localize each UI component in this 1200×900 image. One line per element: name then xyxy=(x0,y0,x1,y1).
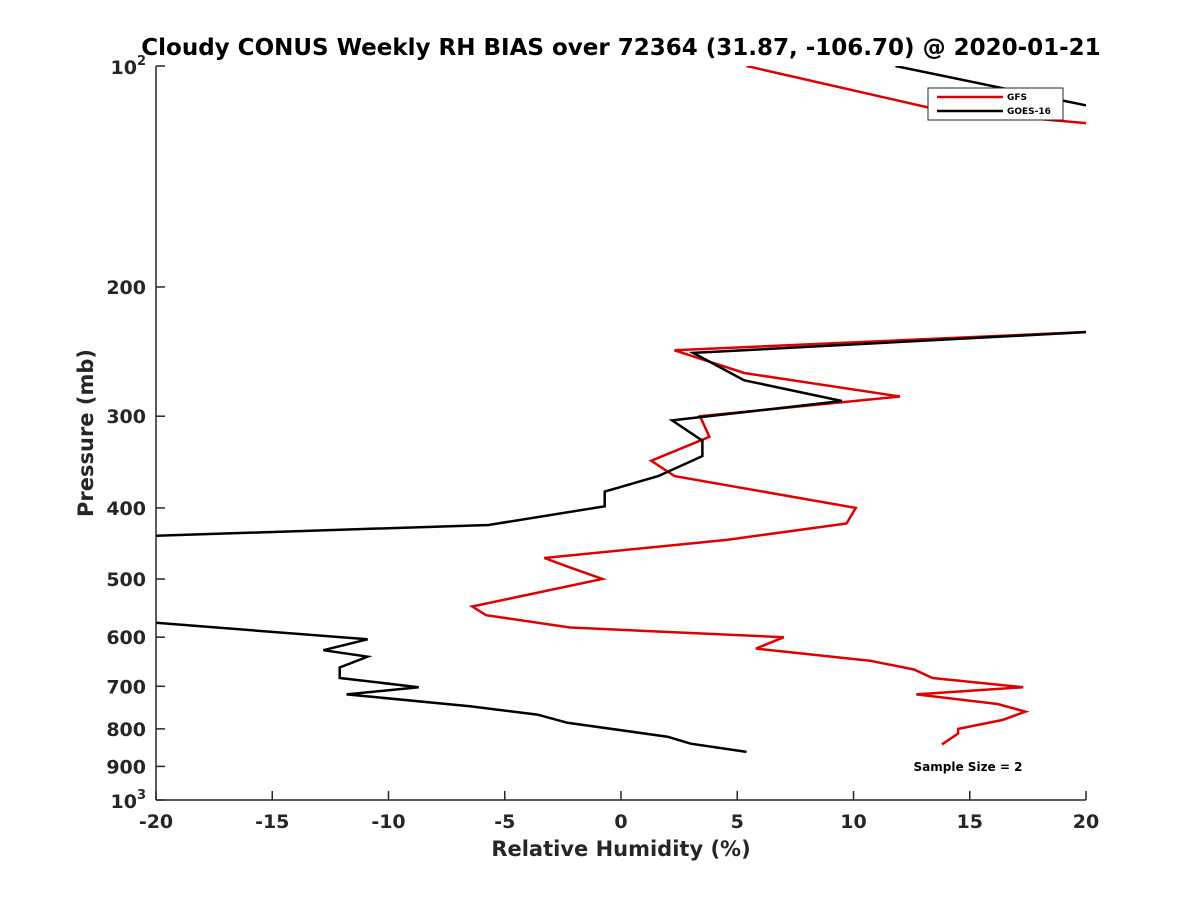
y-axis-label: Pressure (mb) xyxy=(74,349,98,517)
y-ticks: 102 200 300 400 500 600 700 800 900 103 xyxy=(106,54,165,813)
x-tick-label: -15 xyxy=(255,811,289,833)
series-line-goes16 xyxy=(156,66,1086,754)
x-tick-label: 0 xyxy=(614,811,627,833)
legend-box xyxy=(927,87,1064,121)
x-tick-label: -10 xyxy=(371,811,405,833)
series-layer xyxy=(156,66,1086,754)
sample-size-annotation: Sample Size = 2 xyxy=(914,760,1023,774)
series-line-gfs xyxy=(468,66,1086,746)
y-tick-label: 500 xyxy=(106,569,146,591)
y-tick-label: 102 xyxy=(111,54,147,79)
y-tick-label: 800 xyxy=(106,719,146,741)
x-tick-label: 15 xyxy=(957,811,983,833)
x-tick-label: 10 xyxy=(840,811,866,833)
legend-label-goes16: GOES-16 xyxy=(1007,107,1051,117)
plot-axes xyxy=(155,66,1086,801)
y-tick-label: 103 xyxy=(111,788,147,813)
x-tick-label: -5 xyxy=(494,811,515,833)
x-axis-label: Relative Humidity (%) xyxy=(491,837,750,861)
chart-title: Cloudy CONUS Weekly RH BIAS over 72364 (… xyxy=(141,35,1100,61)
y-tick-label: 400 xyxy=(106,498,146,520)
y-tick-label: 300 xyxy=(106,406,146,428)
y-tick-label: 900 xyxy=(106,756,146,778)
legend-label-gfs: GFS xyxy=(1007,93,1027,103)
legend: GFS GOES-16 xyxy=(927,87,1064,121)
x-tick-label: 20 xyxy=(1073,811,1099,833)
x-ticks: -20 -15 -10 -5 0 5 10 15 20 xyxy=(139,791,1099,833)
y-tick-label: 700 xyxy=(106,676,146,698)
y-tick-label: 600 xyxy=(106,627,146,649)
x-tick-label: -20 xyxy=(139,811,173,833)
y-tick-label: 200 xyxy=(106,277,146,299)
x-tick-label: 5 xyxy=(731,811,744,833)
